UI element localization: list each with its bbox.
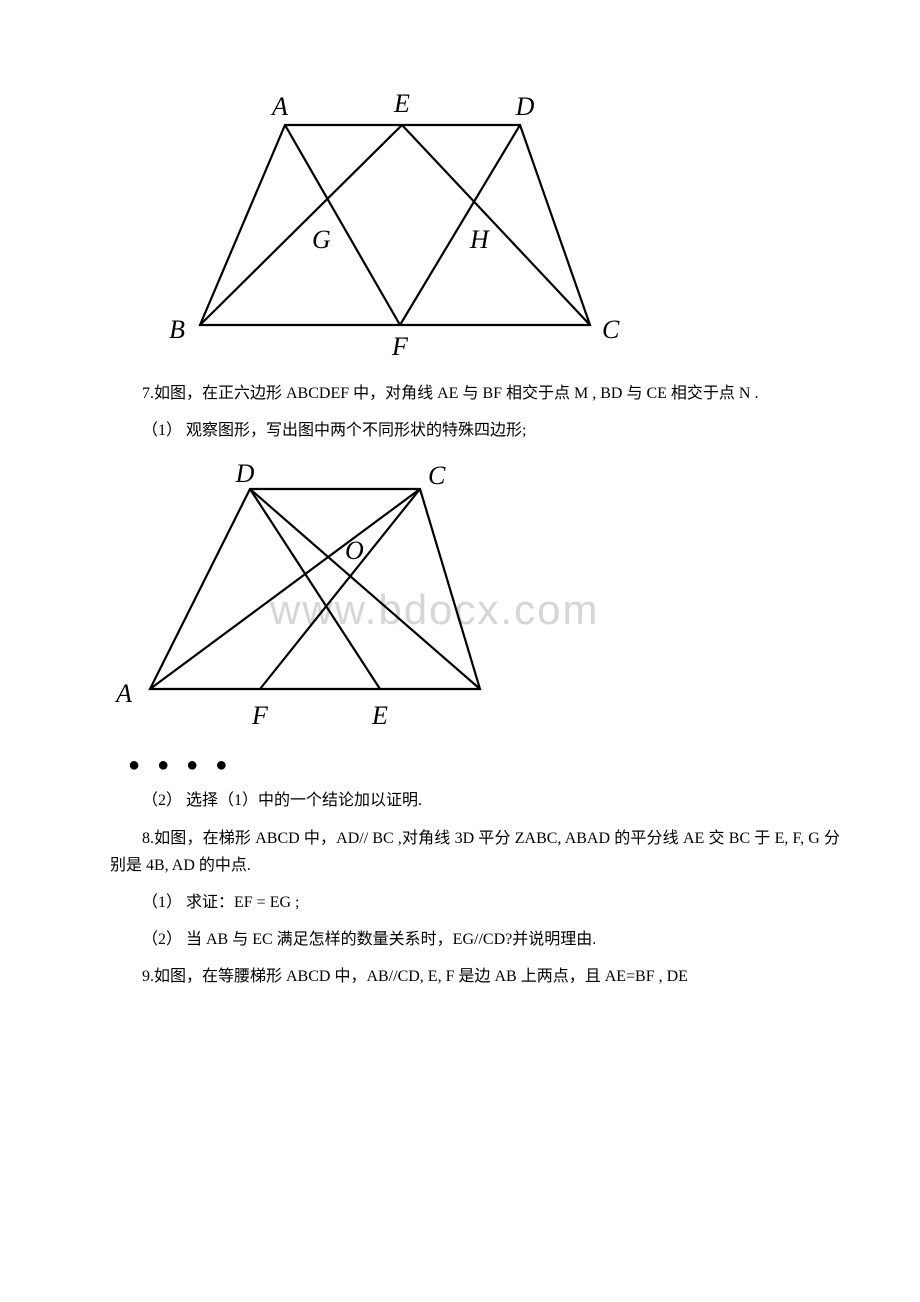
label2-O: O — [345, 536, 364, 565]
label-D: D — [515, 92, 535, 121]
label-B: B — [169, 315, 185, 344]
figure-2: www.bdocx.com D C O A F E — [110, 454, 840, 734]
label-E-top: E — [393, 89, 410, 118]
document-page: A E D G H B F C 7.如图，在正六边形 ABCDEF 中，对角线 … — [0, 0, 920, 1061]
label2-A: A — [114, 679, 132, 708]
q8-part1: （1） 求证：EF = EG ; — [110, 889, 840, 916]
q8-intro: 8.如图，在梯形 ABCD 中，AD// BC ,对角线 3D 平分 ZABC,… — [110, 825, 840, 879]
q9-intro: 9.如图，在等腰梯形 ABCD 中，AB//CD, E, F 是边 AB 上两点… — [110, 963, 840, 990]
q8-part2: （2） 当 AB 与 EC 满足怎样的数量关系时，EG//CD?并说明理由. — [110, 926, 840, 953]
figure-1-svg: A E D G H B F C — [140, 70, 620, 360]
figure-2-svg: www.bdocx.com D C O A F E — [110, 454, 670, 734]
label-A: A — [270, 92, 288, 121]
q7-part1: （1） 观察图形，写出图中两个不同形状的特殊四边形; — [110, 417, 840, 444]
label-H: H — [469, 225, 490, 254]
label2-D: D — [235, 459, 255, 488]
q7-intro: 7.如图，在正六边形 ABCDEF 中，对角线 AE 与 BF 相交于点 M ,… — [110, 380, 840, 407]
q7-part2: （2） 选择（1）中的一个结论加以证明. — [110, 787, 840, 814]
figure-1: A E D G H B F C — [140, 70, 840, 360]
label-C: C — [602, 315, 620, 344]
label2-E: E — [371, 701, 388, 730]
label-F-bottom: F — [391, 332, 409, 360]
dots-row: ● ● ● ● — [128, 754, 840, 777]
label2-C: C — [428, 461, 446, 490]
label2-F: F — [251, 701, 269, 730]
label-G: G — [312, 225, 331, 254]
